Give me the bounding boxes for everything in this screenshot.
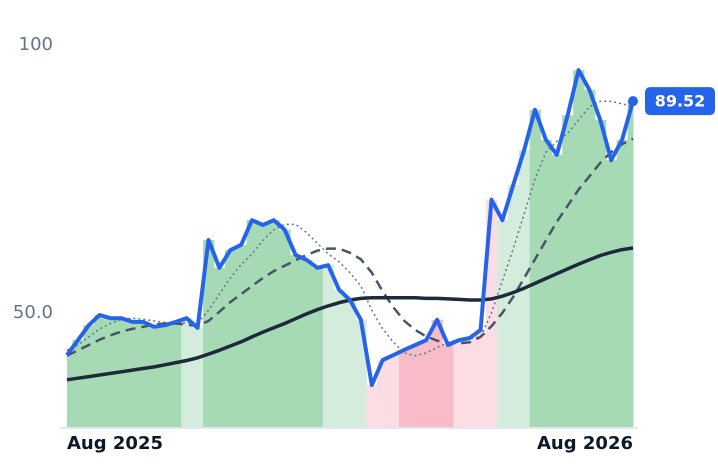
zone-bar <box>159 325 171 428</box>
last-label-box <box>645 87 715 116</box>
zone-bar <box>420 340 433 428</box>
zone-bar <box>257 224 269 428</box>
zone-bar <box>224 250 237 428</box>
zone-bar <box>540 139 552 428</box>
zone-bar <box>388 355 400 428</box>
zone-bar <box>627 101 634 428</box>
zone-bar <box>398 349 411 428</box>
series-line <box>66 100 634 357</box>
last-label: 89.52 <box>655 92 706 111</box>
zone-bar <box>496 220 509 428</box>
zone-bar <box>453 340 465 428</box>
zone-bar <box>126 321 139 428</box>
zone-bar <box>148 326 161 428</box>
zone-bar <box>279 229 291 428</box>
zone-bar <box>333 289 346 428</box>
zone-bar <box>290 254 302 428</box>
zone-bar <box>355 319 367 428</box>
zone-bar <box>67 355 73 428</box>
y-tick-label: 50.0 <box>13 302 53 323</box>
y-tick-label: 100 <box>19 34 53 55</box>
zone-bar <box>192 327 204 428</box>
series-line <box>65 68 635 388</box>
zone-bar <box>235 244 248 428</box>
zone-bar <box>203 239 215 428</box>
zone-bar <box>442 344 454 428</box>
zone-bar <box>72 340 84 428</box>
zone-bar <box>170 321 182 428</box>
zone-bar <box>301 259 313 428</box>
zone-bar <box>507 184 520 428</box>
last-point <box>628 96 638 107</box>
zone-bar <box>268 220 280 428</box>
zone-bar <box>94 314 106 428</box>
zone-bar <box>409 344 422 428</box>
zone-bar <box>181 318 193 428</box>
zone-bar <box>551 154 563 428</box>
zone-bar <box>616 139 629 428</box>
zone-bar <box>431 319 444 428</box>
zone-bar <box>377 359 389 428</box>
zone-bar <box>464 338 476 428</box>
zone-bar <box>562 115 574 428</box>
zone-bar <box>322 265 335 428</box>
zone-bar <box>573 70 585 429</box>
zone-bar <box>529 109 541 429</box>
zone-bar <box>366 385 378 428</box>
zone-bar <box>137 321 150 428</box>
zone-bar <box>594 119 607 428</box>
zone-bar <box>311 267 324 428</box>
zone-bar <box>475 329 487 428</box>
x-tick-label: Aug 2026 <box>537 433 633 454</box>
zone-bar <box>605 160 618 428</box>
zone-bar <box>344 299 356 428</box>
x-tick-label: Aug 2025 <box>67 433 163 454</box>
zone-bar <box>213 267 226 428</box>
zone-bar <box>246 220 258 428</box>
